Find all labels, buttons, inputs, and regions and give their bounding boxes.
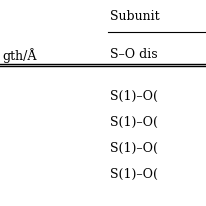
Text: S(1)–O(: S(1)–O( bbox=[110, 116, 158, 129]
Text: S(1)–O(: S(1)–O( bbox=[110, 142, 158, 155]
Text: gth/Å: gth/Å bbox=[2, 48, 36, 63]
Text: S(1)–O(: S(1)–O( bbox=[110, 168, 158, 181]
Text: S(1)–O(: S(1)–O( bbox=[110, 90, 158, 103]
Text: Subunit: Subunit bbox=[110, 10, 160, 23]
Text: S–O dis: S–O dis bbox=[110, 48, 158, 61]
